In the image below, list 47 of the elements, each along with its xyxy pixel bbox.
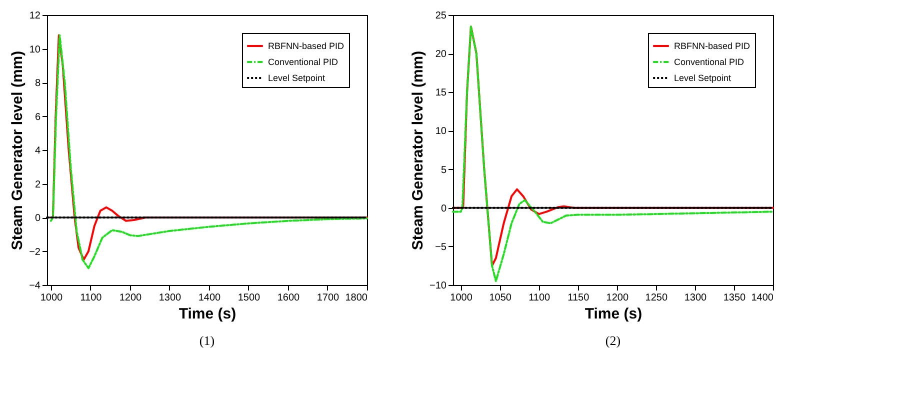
y-tick-label: 5 bbox=[440, 164, 447, 176]
x-tick-label: 1600 bbox=[277, 292, 300, 304]
y-tick-label: 25 bbox=[435, 10, 447, 22]
legend-label: RBFNN-based PID bbox=[674, 41, 751, 51]
y-tick-label: 0 bbox=[440, 203, 447, 214]
y-tick-label: 0 bbox=[34, 213, 41, 224]
y-tick-label: 15 bbox=[435, 88, 447, 99]
x-tick-label: 1000 bbox=[40, 292, 64, 304]
y-tick-label: 2 bbox=[34, 179, 41, 190]
legend-label: Conventional PID bbox=[268, 57, 339, 67]
x-tick-label: 1350 bbox=[723, 292, 746, 304]
legend-label: Level Setpoint bbox=[268, 73, 326, 83]
x-tick-label: 1300 bbox=[684, 292, 708, 304]
y-tick-label: −10 bbox=[430, 280, 447, 292]
y-tick-label: 10 bbox=[29, 44, 41, 56]
y-tick-label: 4 bbox=[34, 146, 41, 156]
x-axis-title: Time (s) bbox=[178, 306, 236, 322]
y-tick-label: −4 bbox=[29, 280, 41, 292]
x-tick-label: 1050 bbox=[489, 292, 512, 304]
y-axis-title: Steam Generator level (mm) bbox=[9, 50, 26, 250]
x-tick-label: 1500 bbox=[238, 292, 261, 304]
x-tick-label: 1700 bbox=[316, 292, 340, 304]
y-tick-label: −5 bbox=[435, 242, 447, 253]
y-tick-label: 10 bbox=[435, 126, 447, 138]
y-axis-title: Steam Generator level (mm) bbox=[410, 50, 427, 250]
x-tick-label: 1400 bbox=[751, 292, 774, 304]
y-tick-label: 20 bbox=[435, 49, 447, 60]
x-tick-label: 1150 bbox=[568, 292, 590, 304]
text: (1) bbox=[199, 333, 215, 348]
text: (2) bbox=[605, 333, 621, 348]
x-tick-label: 1250 bbox=[645, 292, 668, 304]
x-tick-label: 1100 bbox=[528, 292, 551, 304]
legend-label: RBFNN-based PID bbox=[268, 41, 345, 51]
x-tick-label: 1400 bbox=[198, 292, 222, 304]
x-tick-label: 1100 bbox=[80, 292, 102, 304]
y-tick-label: 8 bbox=[34, 78, 41, 89]
y-tick-label: −2 bbox=[29, 246, 41, 258]
x-axis-title: Time (s) bbox=[584, 306, 642, 322]
y-tick-label: 6 bbox=[34, 112, 41, 123]
x-tick-label: 1000 bbox=[450, 292, 473, 304]
legend-label: Conventional PID bbox=[674, 57, 745, 67]
y-tick-label: 12 bbox=[29, 10, 41, 22]
x-tick-label: 1300 bbox=[158, 292, 182, 304]
legend-label: Level Setpoint bbox=[674, 73, 732, 83]
x-tick-label: 1800 bbox=[345, 292, 368, 304]
x-tick-label: 1200 bbox=[119, 292, 142, 304]
x-tick-label: 1200 bbox=[606, 292, 629, 304]
